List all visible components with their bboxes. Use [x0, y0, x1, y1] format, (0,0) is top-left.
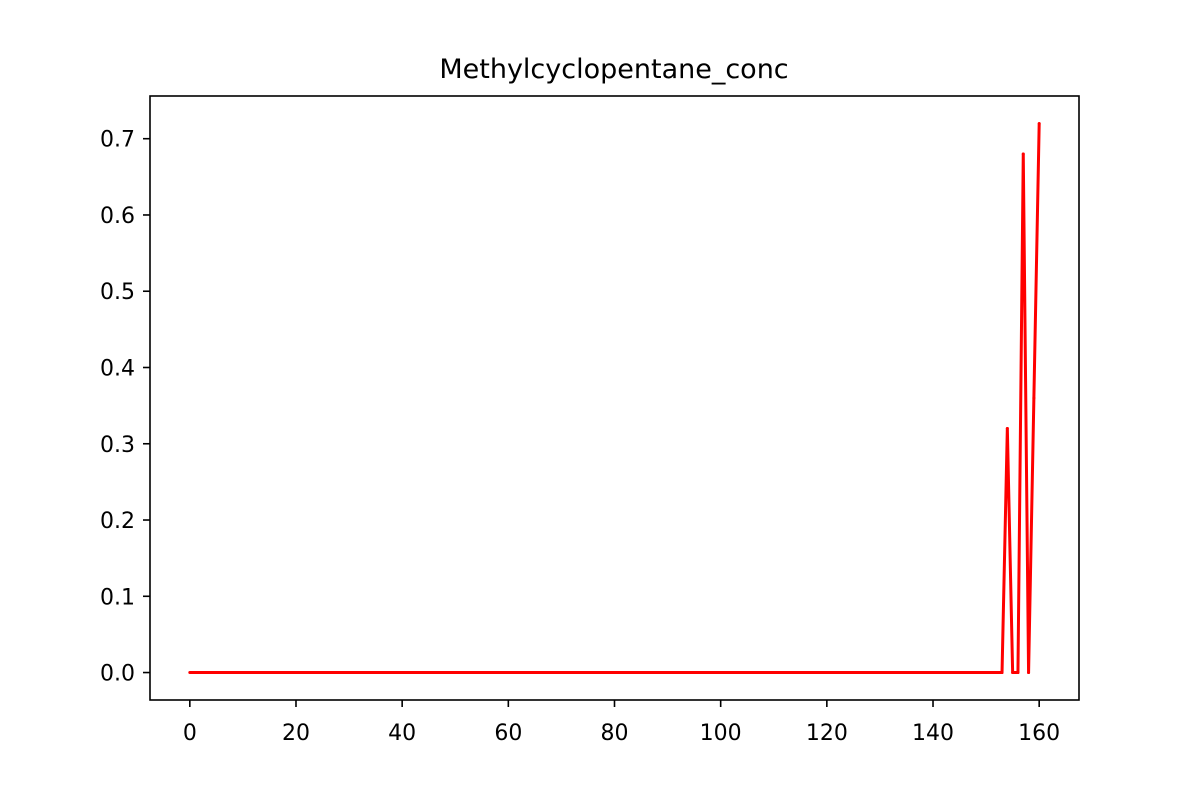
data-point — [1027, 671, 1031, 675]
data-point — [1000, 671, 1004, 675]
x-tick-label: 120 — [806, 721, 848, 746]
y-tick-label: 0.7 — [100, 128, 135, 153]
y-tick-label: 0.5 — [100, 280, 135, 305]
y-tick-label: 0.0 — [100, 662, 135, 687]
y-axis-ticks: 0.0 0.1 0.2 0.3 0.4 0.5 0.6 0.7 — [100, 128, 150, 687]
x-tick-label: 140 — [912, 721, 954, 746]
x-tick-label: 80 — [601, 721, 629, 746]
y-tick-label: 0.6 — [100, 204, 135, 229]
x-tick-label: 20 — [282, 721, 310, 746]
y-tick-label: 0.4 — [100, 356, 135, 381]
x-tick-label: 0 — [183, 721, 197, 746]
x-tick-label: 60 — [494, 721, 522, 746]
y-tick-label: 0.2 — [100, 509, 135, 534]
x-tick-label: 160 — [1018, 721, 1060, 746]
data-point — [1037, 121, 1041, 125]
data-point — [1016, 671, 1020, 675]
data-point — [1011, 671, 1015, 675]
x-axis-ticks: 0 20 40 60 80 100 120 140 160 — [183, 700, 1060, 746]
plot-area-frame — [149, 95, 1080, 701]
data-point — [1032, 396, 1036, 400]
data-point — [1021, 152, 1025, 156]
y-tick-label: 0.3 — [100, 433, 135, 458]
x-tick-label: 100 — [700, 721, 742, 746]
data-point — [1005, 427, 1009, 431]
x-tick-label: 40 — [388, 721, 416, 746]
chart-title: Methylcyclopentane_conc — [439, 54, 788, 85]
series-layer — [188, 121, 1041, 675]
data-point — [188, 671, 192, 675]
y-tick-label: 0.1 — [100, 585, 135, 610]
